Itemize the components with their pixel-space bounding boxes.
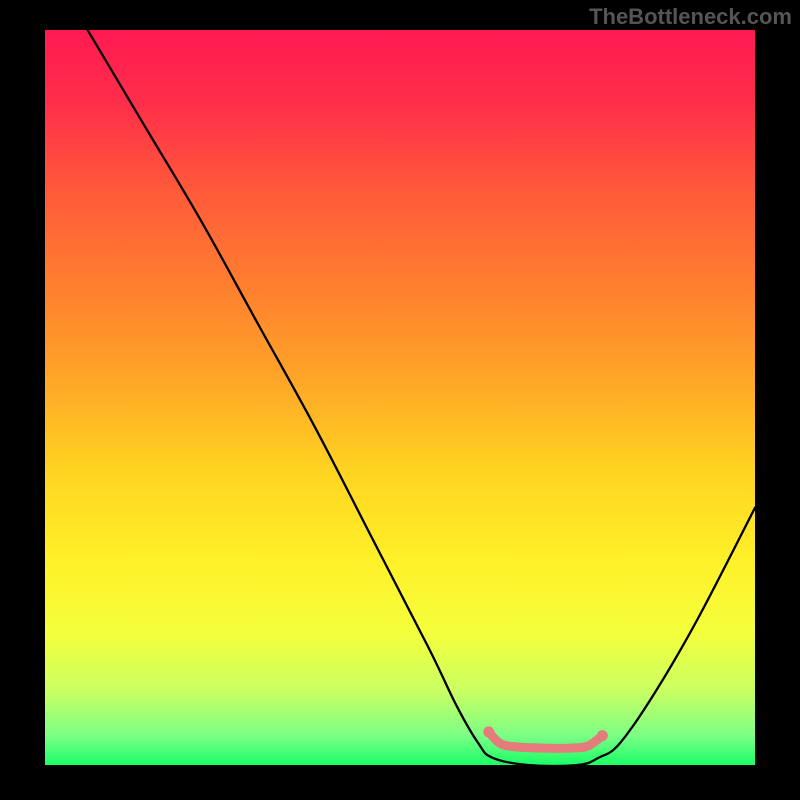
optimal-band-start-marker xyxy=(483,726,494,737)
optimal-band-end-marker xyxy=(597,730,608,741)
chart-container: TheBottleneck.com xyxy=(0,0,800,800)
watermark-label: TheBottleneck.com xyxy=(589,4,792,30)
plot-background xyxy=(45,30,755,765)
bottleneck-curve-plot xyxy=(45,30,755,765)
